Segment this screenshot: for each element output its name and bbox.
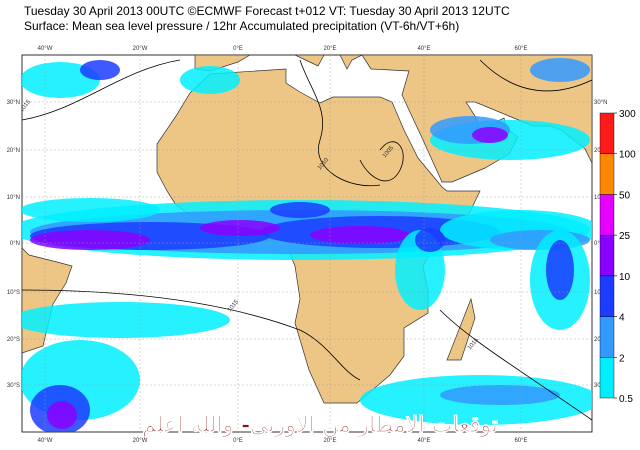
latitude-label: 30°N bbox=[594, 100, 607, 106]
colorbar-segment bbox=[599, 275, 615, 317]
isobar-label: 1015 bbox=[19, 99, 33, 114]
latitude-label: 20°N bbox=[7, 148, 20, 154]
precip-area bbox=[47, 401, 77, 429]
precip-area bbox=[440, 385, 560, 405]
precip-area bbox=[472, 127, 508, 143]
latitude-label: 20°S bbox=[7, 337, 20, 343]
colorbar-segment bbox=[599, 194, 615, 236]
madagascar bbox=[446, 297, 476, 361]
colorbar-label: 25 bbox=[619, 231, 631, 242]
longitude-label: 60°E bbox=[514, 438, 527, 444]
longitude-label: 20°W bbox=[133, 46, 148, 52]
precip-area bbox=[180, 66, 240, 94]
latitude-label: 30°N bbox=[7, 100, 20, 106]
longitude-label: 0°E bbox=[233, 46, 243, 52]
precip-area bbox=[22, 302, 230, 338]
watermark: توقعات الامطار من الاوربي- والله اعلم bbox=[142, 412, 498, 438]
longitude-label: 0°E bbox=[233, 438, 243, 444]
longitude-label: 20°W bbox=[133, 438, 148, 444]
colorbar-segment bbox=[599, 112, 615, 154]
colorbar-segment bbox=[599, 316, 615, 358]
precip-area bbox=[30, 230, 150, 250]
precip-area bbox=[270, 202, 330, 218]
isobar bbox=[359, 141, 404, 182]
longitude-label: 40°W bbox=[38, 46, 53, 52]
precip-area bbox=[310, 226, 410, 244]
colorbar-label: 50 bbox=[619, 190, 631, 201]
latitude-label: 0°N bbox=[594, 241, 604, 247]
colorbar-label: 0.5 bbox=[619, 394, 633, 405]
colorbar-label: 2 bbox=[619, 353, 625, 364]
colorbar-segment bbox=[599, 357, 615, 399]
precip-area bbox=[200, 220, 280, 236]
latitude-label: 10°N bbox=[7, 195, 20, 201]
colorbar-label: 100 bbox=[619, 150, 636, 161]
longitude-label: 40°E bbox=[417, 46, 430, 52]
colorbar-label: 4 bbox=[619, 313, 625, 324]
isobar bbox=[439, 309, 592, 421]
colorbar-label: 300 bbox=[619, 109, 636, 120]
colorbar-label: 10 bbox=[619, 272, 631, 283]
precip-area bbox=[530, 58, 590, 82]
isobar bbox=[22, 59, 181, 121]
title: Tuesday 30 April 2013 00UTC ©ECMWF Forec… bbox=[24, 4, 510, 18]
isobar bbox=[479, 59, 592, 92]
graticule bbox=[22, 55, 592, 432]
latitude-label: 10°S bbox=[7, 290, 20, 296]
colorbar-segment bbox=[599, 234, 615, 277]
longitude-label: 60°E bbox=[514, 46, 527, 52]
longitude-label: 20°E bbox=[323, 46, 336, 52]
colorbar-segment bbox=[599, 153, 615, 195]
latitude-label: 0°N bbox=[10, 241, 20, 247]
precip-area bbox=[415, 228, 445, 252]
subtitle: Surface: Mean sea level pressure / 12hr … bbox=[24, 19, 459, 33]
longitude-label: 40°W bbox=[38, 438, 53, 444]
precip-area bbox=[80, 60, 120, 80]
isobar bbox=[299, 59, 381, 187]
precip-area bbox=[22, 198, 160, 222]
precip-area bbox=[546, 240, 574, 300]
longitude-label: 20°E bbox=[323, 438, 336, 444]
longitude-label: 40°E bbox=[417, 438, 430, 444]
latitude-label: 30°S bbox=[7, 383, 20, 389]
